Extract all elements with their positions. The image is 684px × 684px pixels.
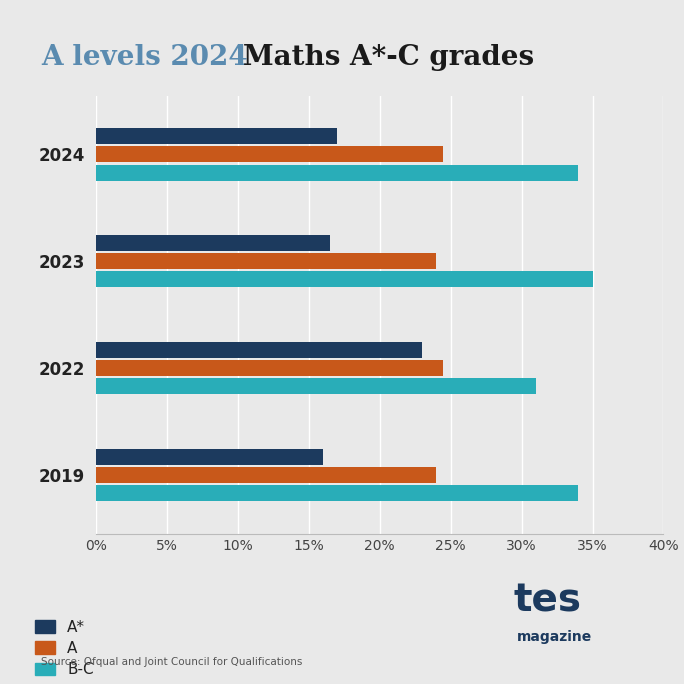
Text: Source: Ofqual and Joint Council for Qualifications: Source: Ofqual and Joint Council for Qua… xyxy=(41,657,302,667)
Bar xyxy=(96,235,330,251)
Text: Maths A*-C grades: Maths A*-C grades xyxy=(243,44,534,71)
Legend: A*, A, B-C: A*, A, B-C xyxy=(36,620,94,677)
Bar xyxy=(96,253,436,269)
Bar xyxy=(96,342,422,358)
Bar xyxy=(96,378,536,394)
Bar xyxy=(96,466,436,483)
Bar xyxy=(96,272,592,287)
Text: magazine: magazine xyxy=(516,631,592,644)
Bar xyxy=(96,449,323,464)
Text: tes: tes xyxy=(513,581,581,619)
Bar xyxy=(96,485,579,501)
Bar xyxy=(96,129,337,144)
Bar xyxy=(96,165,579,181)
Bar xyxy=(96,360,443,376)
Text: A levels 2024: A levels 2024 xyxy=(41,44,257,71)
Bar xyxy=(96,146,443,163)
